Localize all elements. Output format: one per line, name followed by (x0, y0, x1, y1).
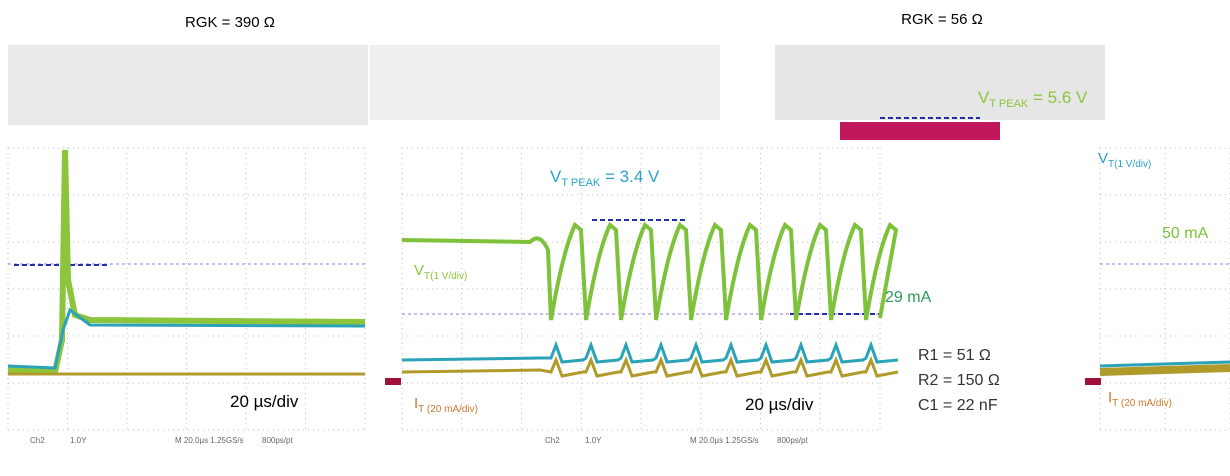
pink-trace (840, 122, 1000, 140)
current-trace (1099, 360, 1230, 368)
voltage-trace (401, 221, 899, 321)
scope-strip (775, 45, 1105, 120)
marker (1085, 378, 1101, 385)
current-trace (401, 340, 899, 364)
component: C1 = 22 nF (918, 397, 998, 414)
timebase: 20 µs/div (230, 392, 299, 411)
scope-footer: 800ps/pt (777, 436, 808, 445)
component: R1 = 51 Ω (918, 347, 991, 364)
scope-footer: 800ps/pt (262, 436, 293, 445)
current-value: 50 mA (1162, 225, 1209, 242)
current-trace (1099, 364, 1230, 376)
component: R2 = 150 Ω (918, 372, 1000, 389)
scope-strip (8, 45, 368, 125)
middle-grid (401, 147, 881, 431)
current-trace (7, 307, 366, 370)
scope-footer: Ch2 (30, 436, 45, 445)
scope-footer: M 20.0µs 1.25GS/s (690, 436, 759, 445)
current-label: IT (20 mA/div) (1108, 389, 1172, 409)
marker (385, 378, 401, 385)
left-grid (7, 147, 366, 431)
current-label: IT (20 mA/div) (414, 395, 478, 415)
voltage-label: VT(1 V/div) (414, 262, 467, 282)
scope-strip (370, 45, 720, 120)
title: RGK = 56 Ω (901, 11, 983, 28)
right-grid (1099, 147, 1230, 431)
scope-footer: M 20.0µs 1.25GS/s (175, 436, 244, 445)
scope-footer: Ch2 (545, 436, 560, 445)
timebase: 20 µs/div (745, 395, 814, 414)
current-trace (401, 355, 899, 378)
current-value: 29 mA (885, 289, 932, 306)
scope-footer: 1.0Y (585, 436, 602, 445)
peak-label: VT PEAK = 3.4 V (550, 167, 660, 189)
voltage-label: VT(1 V/div) (1098, 150, 1151, 170)
peak-label: VT PEAK = 5.6 V (978, 88, 1088, 110)
scope-footer: 1.0Y (70, 436, 87, 445)
title: RGK = 390 Ω (185, 14, 275, 31)
